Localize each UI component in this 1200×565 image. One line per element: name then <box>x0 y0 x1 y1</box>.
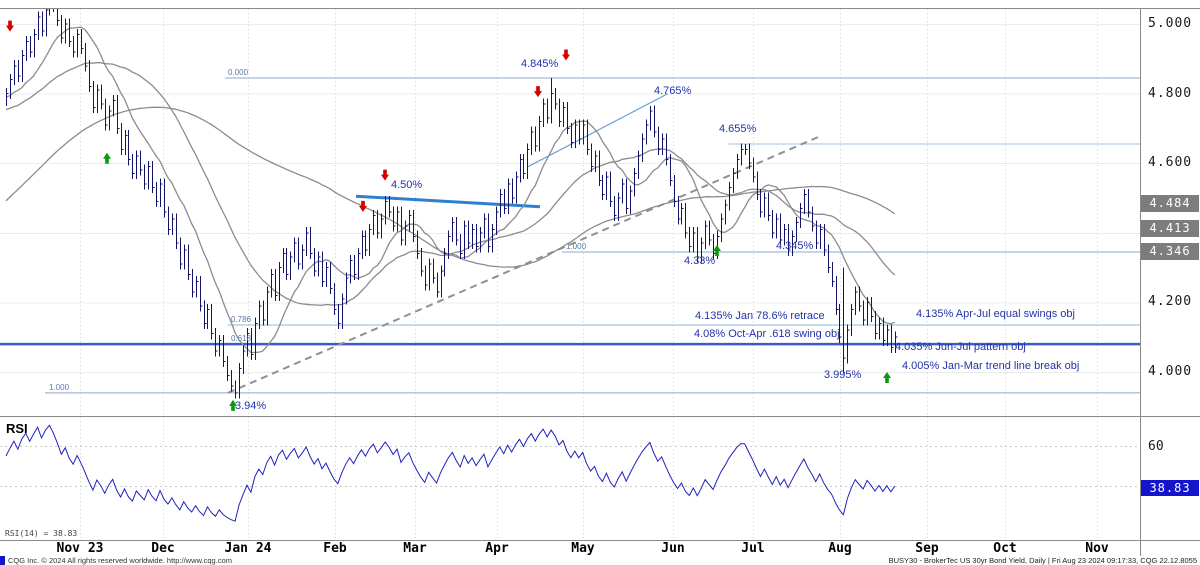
x-axis-month-label: Sep <box>915 541 939 556</box>
sell-signal-arrow-icon <box>359 200 368 212</box>
x-axis-month-label: Feb <box>323 541 347 556</box>
sell-signal-arrow-icon <box>534 86 542 98</box>
x-axis-month-label: Jul <box>741 541 765 556</box>
rsi-panel-title: RSI <box>6 421 28 436</box>
x-axis-month-label: Jan 24 <box>224 541 272 556</box>
x-axis-month-label: Dec <box>151 541 175 556</box>
x-axis-month-label: Aug <box>828 541 852 556</box>
x-axis-month-label: Oct <box>993 541 1017 556</box>
ma-value-badge: 4.484 <box>1141 195 1199 213</box>
chart-descriptor-text: BUSY30 - BrokerTec US 30yr Bond Yield, D… <box>888 556 1197 565</box>
ma-value-badge: 4.413 <box>1141 219 1199 237</box>
rsi-value-readout: RSI(14) = 38.83 <box>5 529 78 538</box>
x-axis-month-label: Mar <box>403 541 427 556</box>
sell-signal-arrow-icon <box>6 20 14 32</box>
buy-signal-arrow-icon <box>713 244 721 256</box>
price-axis-label: 5.000 <box>1148 16 1193 31</box>
gridlines <box>0 9 1140 540</box>
price-axis-label: 4.000 <box>1148 364 1193 379</box>
price-bars <box>6 9 898 399</box>
rsi-line <box>5 424 896 522</box>
x-axis-month-label: Jun <box>661 541 685 556</box>
buy-signal-arrow-icon <box>229 399 237 411</box>
price-axis-label: 4.600 <box>1148 155 1193 171</box>
copyright-text: CQG Inc. © 2024 All rights reserved worl… <box>8 556 232 565</box>
trend-line <box>227 93 823 394</box>
x-axis-month-label: Nov <box>1085 541 1109 556</box>
rsi-panel <box>5 424 896 522</box>
moving-average-line <box>5 26 896 354</box>
sell-signal-arrow-icon <box>381 169 390 181</box>
buy-signal-arrow-icon <box>883 372 891 383</box>
sell-signal-arrow-icon <box>562 49 570 61</box>
panel-frames <box>0 8 1200 557</box>
price-axis-label: 4.800 <box>1148 85 1193 101</box>
x-axis-month-label: Nov 23 <box>56 541 104 556</box>
status-accent-icon <box>0 556 5 565</box>
status-bar: CQG Inc. © 2024 All rights reserved worl… <box>0 556 1200 565</box>
x-axis-month-label: Apr <box>485 541 509 556</box>
rsi-value-badge: 38.83 <box>1141 480 1199 497</box>
buy-signal-arrow-icon <box>103 152 111 164</box>
price-axis-label: 4.200 <box>1148 294 1193 310</box>
signal-arrows <box>6 20 891 411</box>
rsi-axis-tick: 60 <box>1148 439 1164 454</box>
ma-value-badge: 4.346 <box>1141 243 1199 261</box>
price-panel <box>0 9 1140 411</box>
x-axis-month-label: May <box>571 541 595 556</box>
fib-level-line <box>0 77 1140 394</box>
